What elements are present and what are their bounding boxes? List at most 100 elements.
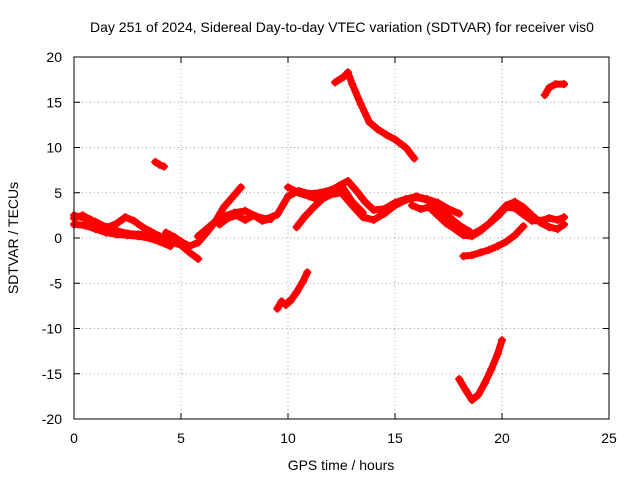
x-tick-label: 25 xyxy=(601,430,617,446)
data-point xyxy=(369,215,378,224)
data-point xyxy=(241,206,250,215)
data-point xyxy=(309,203,318,212)
data-point xyxy=(382,130,391,139)
data-point xyxy=(527,216,536,225)
x-tick-label: 10 xyxy=(280,430,296,446)
x-tick-label: 20 xyxy=(494,430,510,446)
data-point xyxy=(303,268,312,277)
data-point xyxy=(560,213,569,222)
data-point xyxy=(510,231,519,240)
y-axis-label: SDTVAR / TECUs xyxy=(5,182,21,294)
data-point xyxy=(485,245,494,254)
series-arc-12 xyxy=(331,68,419,163)
data-point xyxy=(284,192,292,201)
data-point xyxy=(361,197,370,206)
data-point xyxy=(380,209,389,218)
data-point xyxy=(337,188,346,197)
data-point xyxy=(335,181,344,190)
data-point xyxy=(284,183,292,192)
series-arc-16 xyxy=(455,336,506,404)
data-point xyxy=(134,232,143,241)
series-line xyxy=(455,336,506,404)
data-point xyxy=(444,212,453,221)
series-arc-9 xyxy=(286,268,312,306)
data-point xyxy=(316,188,325,197)
data-point xyxy=(391,201,399,210)
data-point xyxy=(236,183,245,192)
data-point xyxy=(423,195,432,204)
series-line xyxy=(286,268,311,305)
data-point xyxy=(369,205,378,214)
data-point xyxy=(450,223,459,232)
data-point xyxy=(468,251,477,260)
data-point xyxy=(519,210,528,219)
y-tick-label: 5 xyxy=(54,185,62,201)
y-tick-label: 20 xyxy=(46,49,62,65)
data-point xyxy=(219,203,228,212)
data-point xyxy=(433,211,442,220)
data-point xyxy=(540,91,549,100)
data-point xyxy=(502,237,511,246)
data-point xyxy=(461,386,470,395)
data-point xyxy=(170,233,179,242)
data-point xyxy=(545,223,554,232)
y-tick-label: -5 xyxy=(50,275,63,291)
data-point xyxy=(502,203,511,212)
data-point xyxy=(301,212,310,221)
data-point xyxy=(162,228,171,237)
data-point xyxy=(474,390,483,399)
data-point xyxy=(249,211,258,220)
data-point xyxy=(352,186,361,195)
data-point xyxy=(294,188,303,197)
data-point xyxy=(241,215,250,224)
data-point xyxy=(560,80,569,89)
data-point xyxy=(298,277,307,286)
data-point xyxy=(138,223,147,232)
series-arc-17 xyxy=(540,80,569,100)
series-line xyxy=(70,220,174,250)
data-point xyxy=(480,378,489,387)
series-line xyxy=(451,203,568,238)
data-point xyxy=(519,203,528,212)
data-point xyxy=(258,216,267,225)
series-arc-14 xyxy=(450,203,569,239)
series-line xyxy=(162,183,245,250)
y-tick-label: -10 xyxy=(42,321,62,337)
data-point xyxy=(455,375,464,384)
data-point xyxy=(498,336,506,345)
data-point xyxy=(348,201,357,210)
data-point xyxy=(112,230,121,239)
data-point xyxy=(493,212,502,221)
data-point xyxy=(459,226,468,235)
data-point xyxy=(410,154,419,163)
y-tick-label: -20 xyxy=(42,411,62,427)
data-point xyxy=(80,221,89,230)
data-point xyxy=(147,227,156,236)
axis-ticks xyxy=(73,56,610,420)
data-point xyxy=(343,176,352,185)
y-tick-labels: -20 -15 -10 -5 0 5 10 15 20 xyxy=(42,49,62,427)
data-point xyxy=(553,224,562,233)
data-point xyxy=(391,135,399,144)
y-tick-label: 15 xyxy=(46,94,62,110)
data-point xyxy=(316,195,325,204)
data-point xyxy=(286,297,295,306)
data-point xyxy=(194,254,203,263)
data-point xyxy=(104,223,113,232)
data-point xyxy=(215,220,224,229)
data-point xyxy=(455,209,464,218)
data-point xyxy=(519,222,528,231)
data-point xyxy=(476,225,485,234)
data-point xyxy=(155,232,164,241)
data-point xyxy=(487,365,496,374)
data-point xyxy=(442,219,451,228)
data-point xyxy=(485,219,494,228)
series-arc-3 xyxy=(70,211,175,245)
data-point xyxy=(326,190,335,199)
data-series xyxy=(70,68,569,404)
data-point xyxy=(401,195,410,204)
data-point xyxy=(194,232,203,241)
data-point xyxy=(292,223,301,232)
x-axis-label: GPS time / hours xyxy=(288,457,395,473)
